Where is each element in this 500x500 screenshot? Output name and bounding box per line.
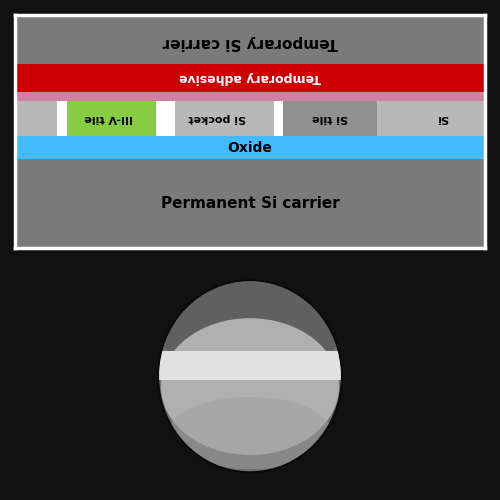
Ellipse shape — [157, 279, 343, 473]
Ellipse shape — [168, 397, 332, 469]
Ellipse shape — [161, 318, 339, 455]
Bar — [283, 101, 377, 136]
Bar — [66, 101, 76, 136]
Bar — [15, 136, 485, 159]
Bar — [58, 101, 66, 136]
Text: Si: Si — [437, 114, 448, 124]
Bar — [159, 352, 341, 380]
Bar — [283, 101, 292, 136]
Bar — [15, 64, 485, 92]
Text: Si pocket: Si pocket — [188, 114, 246, 124]
Text: Temporary Si carrier: Temporary Si carrier — [162, 36, 338, 51]
Text: Si tile: Si tile — [312, 114, 348, 124]
Bar — [15, 92, 485, 101]
Bar — [274, 101, 283, 136]
Ellipse shape — [159, 281, 341, 471]
Bar — [166, 101, 175, 136]
Text: Temporary adhesive: Temporary adhesive — [179, 72, 321, 85]
Bar — [15, 101, 485, 136]
Bar — [156, 101, 166, 136]
Text: Oxide: Oxide — [228, 140, 272, 154]
Bar — [66, 101, 156, 136]
Text: III-V tile: III-V tile — [84, 114, 134, 124]
Text: Permanent Si carrier: Permanent Si carrier — [160, 196, 340, 211]
Ellipse shape — [159, 278, 341, 382]
